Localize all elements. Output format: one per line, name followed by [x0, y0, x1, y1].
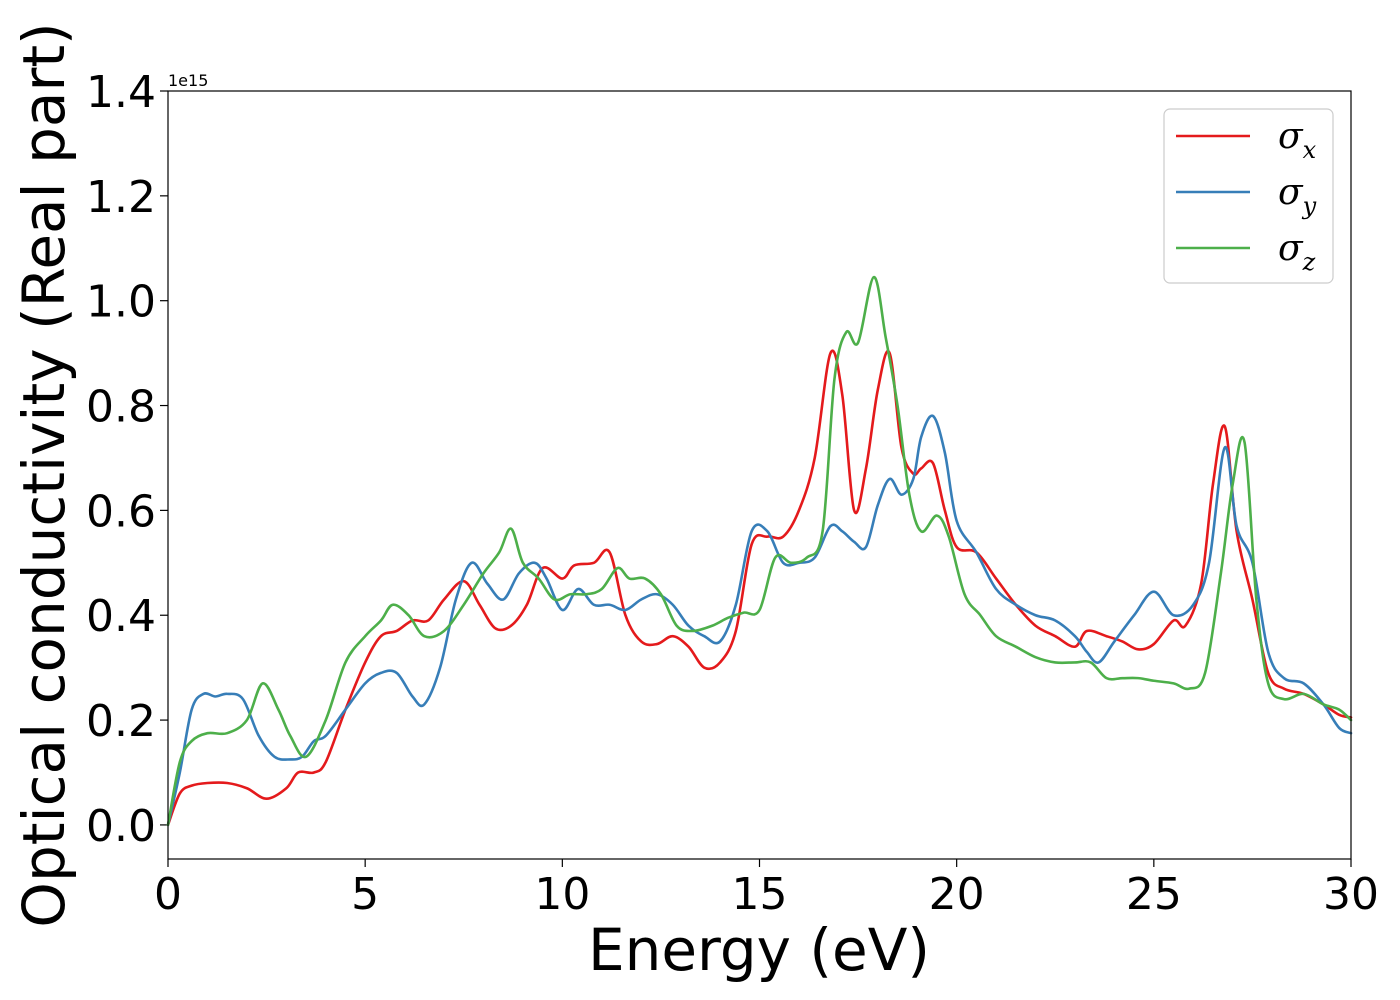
plot-background — [168, 91, 1351, 859]
y-axis-ticks: 0.0 0.2 0.4 0.6 0.8 1.0 1.2 1.4 — [86, 67, 168, 852]
x-axis-title: Energy (eV) — [588, 916, 930, 984]
y-tick-label: 0.4 — [86, 591, 156, 642]
x-tick-label: 0 — [154, 869, 182, 920]
y-tick-label: 0.8 — [86, 382, 156, 433]
series-line-x — [166, 349, 1353, 827]
legend: σx σy σz — [1163, 108, 1334, 284]
x-tick-label: 5 — [351, 869, 379, 920]
y-tick-label: 0.0 — [86, 801, 156, 852]
x-axis-ticks: 0 5 10 15 20 25 30 — [154, 859, 1379, 920]
legend-box — [1163, 108, 1334, 284]
x-tick-label: 20 — [929, 869, 985, 920]
x-tick-label: 15 — [732, 869, 788, 920]
y-axis-title: Optical conductivity (Real part) — [10, 22, 78, 927]
x-tick-label: 25 — [1126, 869, 1182, 920]
y-tick-label: 1.4 — [86, 67, 156, 118]
y-tick-label: 0.6 — [86, 486, 156, 537]
legend-label-y: σy — [1278, 172, 1317, 220]
series-line-z — [166, 275, 1353, 827]
y-tick-label: 1.0 — [86, 277, 156, 328]
legend-label-x: σx — [1278, 116, 1317, 164]
legend-label-z: σz — [1278, 228, 1316, 276]
series-layer — [166, 275, 1353, 827]
x-tick-label: 10 — [534, 869, 590, 920]
y-tick-label: 1.2 — [86, 172, 156, 223]
y-offset-label: 1e15 — [168, 71, 208, 90]
x-tick-label: 30 — [1323, 869, 1379, 920]
series-line-y — [166, 414, 1353, 827]
plot-frame — [167, 90, 1352, 860]
y-tick-label: 0.2 — [86, 696, 156, 747]
